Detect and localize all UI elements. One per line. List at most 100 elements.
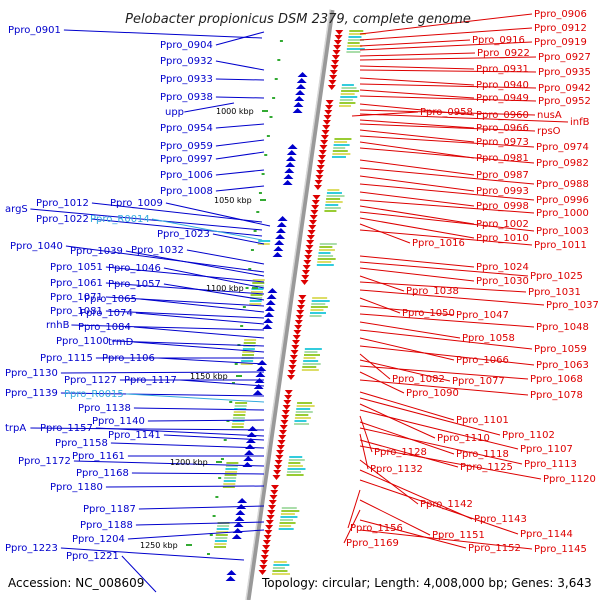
right-gene-label[interactable]: Ppro_1011	[534, 240, 587, 251]
left-gene-label[interactable]: Ppro_1168	[76, 468, 129, 479]
right-gene-label[interactable]: Ppro_1000	[536, 208, 589, 219]
left-gene-label[interactable]: Ppro_1071	[50, 292, 103, 303]
left-gene-label[interactable]: Ppro_1057	[108, 279, 161, 290]
left-gene-label[interactable]: upp	[165, 107, 184, 118]
left-gene-label[interactable]: Ppro_1117	[124, 375, 177, 386]
right-gene-label[interactable]: Ppro_0987	[476, 170, 529, 181]
right-gene-label[interactable]: Ppro_0922	[477, 48, 530, 59]
right-gene-label[interactable]: Ppro_1003	[536, 226, 589, 237]
right-gene-label[interactable]: Ppro_1118	[456, 449, 509, 460]
right-gene-label[interactable]: Ppro_1066	[456, 355, 509, 366]
left-gene-label[interactable]: Ppro_1012	[36, 198, 89, 209]
left-gene-label[interactable]: Ppro_1061	[50, 278, 103, 289]
right-gene-label[interactable]: Ppro_0973	[476, 137, 529, 148]
right-gene-label[interactable]: Ppro_1010	[476, 233, 529, 244]
left-gene-label[interactable]: Ppro_1022	[36, 214, 89, 225]
right-gene-label[interactable]: Ppro_1058	[462, 333, 515, 344]
right-gene-label[interactable]: Ppro_0982	[536, 158, 589, 169]
right-gene-label[interactable]: Ppro_0935	[538, 67, 591, 78]
right-gene-label[interactable]: Ppro_1144	[520, 529, 573, 540]
right-gene-label[interactable]: Ppro_1016	[412, 238, 465, 249]
right-gene-label[interactable]: rpsO	[537, 126, 561, 137]
left-gene-label[interactable]: Ppro_1188	[80, 520, 133, 531]
left-gene-label[interactable]: Ppro_1100	[56, 336, 109, 347]
left-gene-label[interactable]: trpA	[5, 423, 26, 434]
right-gene-label[interactable]: Ppro_1037	[546, 300, 599, 311]
right-gene-label[interactable]: Ppro_1110	[437, 433, 490, 444]
right-gene-label[interactable]: Ppro_0912	[534, 23, 587, 34]
left-gene-label[interactable]: Ppro_0997	[160, 154, 213, 165]
right-gene-label[interactable]: Ppro_1120	[543, 474, 596, 485]
right-gene-label[interactable]: Ppro_0919	[534, 37, 587, 48]
left-gene-label[interactable]: Ppro_1008	[160, 186, 213, 197]
right-gene-label[interactable]: Ppro_1068	[530, 374, 583, 385]
left-gene-label[interactable]: trmD	[108, 337, 134, 348]
right-gene-label[interactable]: Ppro_1132	[370, 464, 423, 475]
right-gene-label[interactable]: Ppro_1142	[420, 499, 473, 510]
right-gene-label[interactable]: Ppro_0981	[476, 153, 529, 164]
left-gene-label[interactable]: Ppro_1006	[160, 170, 213, 181]
left-gene-label[interactable]: Ppro_1046	[108, 263, 161, 274]
right-gene-label[interactable]: Ppro_1038	[406, 286, 459, 297]
right-gene-label[interactable]: Ppro_0988	[536, 179, 589, 190]
left-gene-label[interactable]: Ppro_R0014	[90, 214, 150, 225]
right-gene-label[interactable]: Ppro_1059	[534, 344, 587, 355]
right-gene-label[interactable]: Ppro_0942	[538, 83, 591, 94]
left-gene-label[interactable]: Ppro_1141	[108, 430, 161, 441]
left-gene-label[interactable]: Ppro_1051	[50, 262, 103, 273]
left-gene-label[interactable]: Ppro_1106	[102, 353, 155, 364]
right-gene-label[interactable]: Ppro_1078	[530, 390, 583, 401]
right-gene-label[interactable]: Ppro_1090	[406, 388, 459, 399]
right-gene-label[interactable]: Ppro_1169	[346, 538, 399, 549]
left-gene-label[interactable]: Ppro_0901	[8, 25, 61, 36]
right-gene-label[interactable]: Ppro_1031	[528, 287, 581, 298]
left-gene-label[interactable]: Ppro_0954	[160, 123, 213, 134]
right-gene-label[interactable]: Ppro_0958	[420, 107, 473, 118]
left-gene-label[interactable]: Ppro_R0015	[64, 389, 124, 400]
left-gene-label[interactable]: Ppro_1180	[50, 482, 103, 493]
right-gene-label[interactable]: nusA	[537, 110, 562, 121]
right-gene-label[interactable]: Ppro_1145	[534, 544, 587, 555]
left-gene-label[interactable]: Ppro_1127	[64, 375, 117, 386]
left-gene-label[interactable]: Ppro_0932	[160, 56, 213, 67]
right-gene-label[interactable]: Ppro_0974	[536, 142, 589, 153]
right-gene-label[interactable]: Ppro_0996	[536, 195, 589, 206]
right-gene-label[interactable]: Ppro_0931	[476, 64, 529, 75]
left-gene-label[interactable]: Ppro_1032	[131, 245, 184, 256]
right-gene-label[interactable]: Ppro_1113	[524, 459, 577, 470]
left-gene-label[interactable]: Ppro_1161	[72, 451, 125, 462]
right-gene-label[interactable]: Ppro_1156	[350, 523, 403, 534]
left-gene-label[interactable]: Ppro_1204	[72, 534, 125, 545]
left-gene-label[interactable]: Ppro_1223	[5, 543, 58, 554]
right-gene-label[interactable]: infB	[570, 117, 590, 128]
left-gene-label[interactable]: Ppro_0938	[160, 92, 213, 103]
right-gene-label[interactable]: Ppro_1025	[530, 271, 583, 282]
right-gene-label[interactable]: Ppro_0916	[472, 35, 525, 46]
right-gene-label[interactable]: Ppro_1063	[536, 360, 589, 371]
left-gene-label[interactable]: Ppro_1157	[40, 423, 93, 434]
right-gene-label[interactable]: Ppro_1024	[476, 262, 529, 273]
right-gene-label[interactable]: Ppro_1152	[468, 543, 521, 554]
right-gene-label[interactable]: Ppro_0927	[538, 52, 591, 63]
left-gene-label[interactable]: Ppro_1115	[40, 353, 93, 364]
left-gene-label[interactable]: Ppro_1074	[80, 308, 133, 319]
right-gene-label[interactable]: Ppro_0906	[534, 9, 587, 20]
left-gene-label[interactable]: Ppro_0959	[160, 141, 213, 152]
left-gene-label[interactable]: Ppro_0904	[160, 40, 213, 51]
left-gene-label[interactable]: Ppro_1065	[84, 294, 137, 305]
right-gene-label[interactable]: Ppro_1050	[402, 308, 455, 319]
left-gene-label[interactable]: Ppro_1081	[50, 306, 103, 317]
left-gene-label[interactable]: Ppro_1039	[70, 246, 123, 257]
left-gene-label[interactable]: Ppro_1139	[5, 388, 58, 399]
right-gene-label[interactable]: Ppro_0966	[476, 123, 529, 134]
right-gene-label[interactable]: Ppro_1107	[520, 444, 573, 455]
right-gene-label[interactable]: Ppro_1143	[474, 514, 527, 525]
left-gene-label[interactable]: Ppro_1084	[78, 322, 131, 333]
right-gene-label[interactable]: Ppro_1048	[536, 322, 589, 333]
right-gene-label[interactable]: Ppro_1125	[460, 462, 513, 473]
right-gene-label[interactable]: Ppro_1030	[476, 276, 529, 287]
right-gene-label[interactable]: Ppro_1082	[392, 374, 445, 385]
left-gene-label[interactable]: Ppro_1040	[10, 241, 63, 252]
left-gene-label[interactable]: argS	[5, 204, 28, 215]
left-gene-label[interactable]: Ppro_1023	[157, 229, 210, 240]
